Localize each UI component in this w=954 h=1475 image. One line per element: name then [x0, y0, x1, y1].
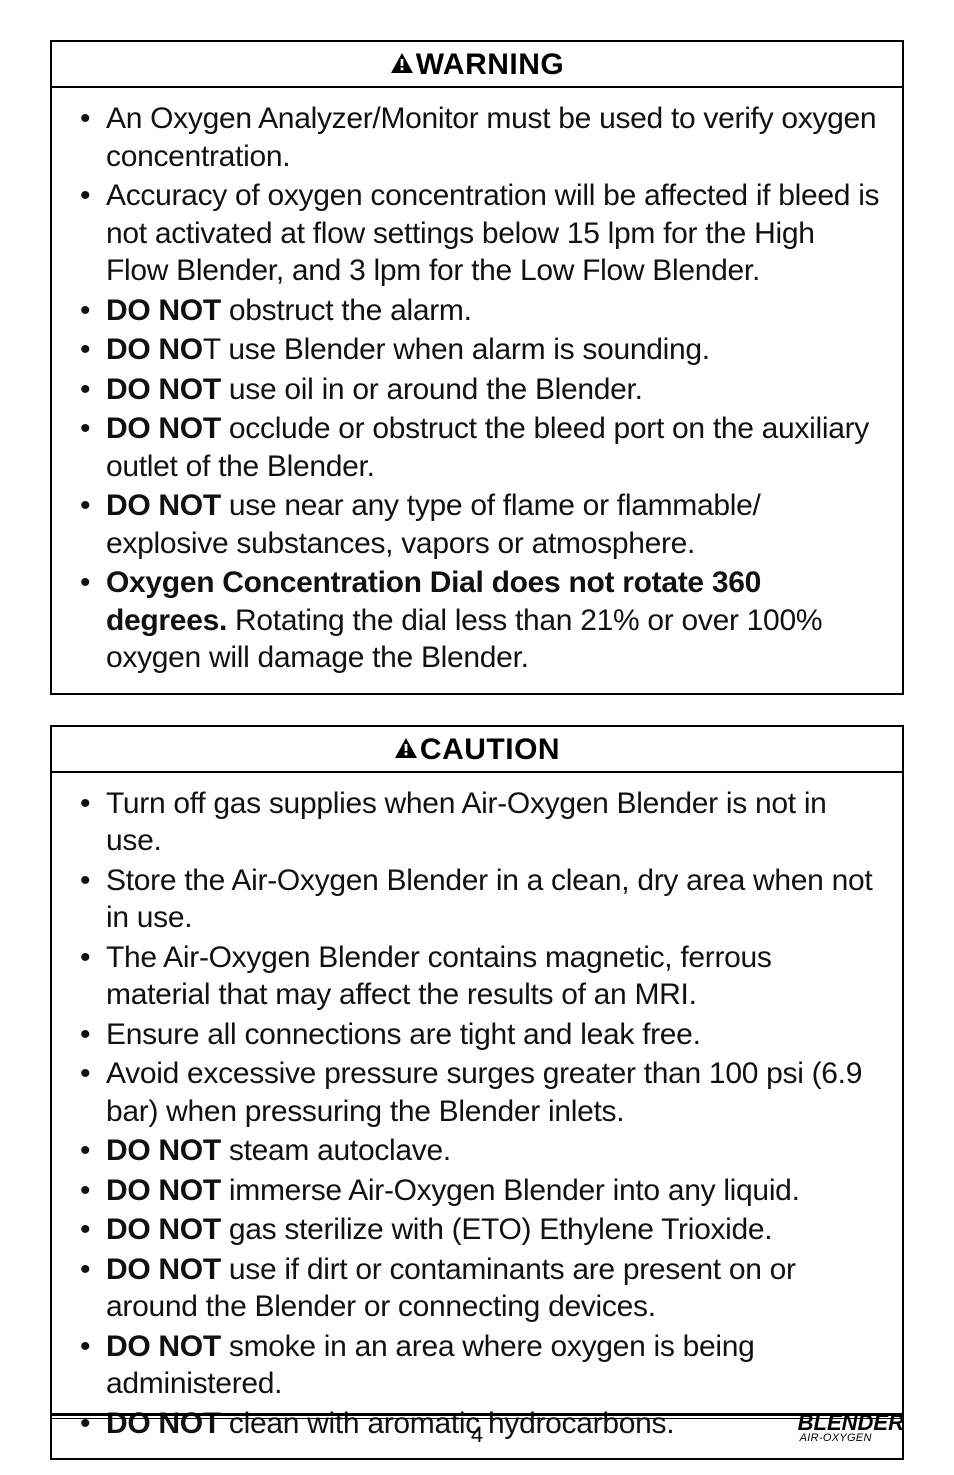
page-footer: 4 BLENDER AIR-OXYGEN [50, 1413, 904, 1445]
caution-heading-text: CAUTION [420, 733, 560, 766]
warning-heading: WARNING [52, 42, 902, 88]
list-item: Oxygen Concentration Dial does not rotat… [76, 564, 882, 677]
caution-box: CAUTION Turn off gas supplies when Air-O… [50, 725, 904, 1461]
caution-triangle-icon [394, 737, 418, 759]
list-item: Turn off gas supplies when Air-Oxygen Bl… [76, 785, 882, 860]
list-item: DO NOT use Blender when alarm is soundin… [76, 331, 882, 369]
list-item: The Air-Oxygen Blender contains magnetic… [76, 939, 882, 1014]
footer-brand: BLENDER AIR-OXYGEN [798, 1414, 904, 1443]
list-item: DO NOT use if dirt or contaminants are p… [76, 1251, 882, 1326]
warning-triangle-icon [390, 52, 414, 74]
list-item: Store the Air-Oxygen Blender in a clean,… [76, 862, 882, 937]
list-item: Avoid excessive pressure surges greater … [76, 1055, 882, 1130]
page-number: 4 [471, 1422, 483, 1448]
list-item: DO NOT immerse Air-Oxygen Blender into a… [76, 1172, 882, 1210]
caution-heading: CAUTION [52, 727, 902, 773]
warning-heading-text: WARNING [416, 48, 565, 81]
warning-list: An Oxygen Analyzer/Monitor must be used … [52, 88, 902, 693]
footer-rule-thick [50, 1413, 904, 1416]
list-item: Accuracy of oxygen concentration will be… [76, 177, 882, 290]
footer-brand-sub: AIR-OXYGEN [800, 1434, 904, 1443]
caution-list: Turn off gas supplies when Air-Oxygen Bl… [52, 773, 902, 1459]
list-item: DO NOT use near any type of flame or fla… [76, 487, 882, 562]
list-item: An Oxygen Analyzer/Monitor must be used … [76, 100, 882, 175]
warning-box: WARNING An Oxygen Analyzer/Monitor must … [50, 40, 904, 695]
list-item: DO NOT occlude or obstruct the bleed por… [76, 410, 882, 485]
list-item: DO NOT gas sterilize with (ETO) Ethylene… [76, 1211, 882, 1249]
list-item: DO NOT steam autoclave. [76, 1132, 882, 1170]
list-item: DO NOT smoke in an area where oxygen is … [76, 1328, 882, 1403]
footer-row: 4 BLENDER AIR-OXYGEN [50, 1419, 904, 1445]
list-item: DO NOT use oil in or around the Blender. [76, 371, 882, 409]
list-item: Ensure all connections are tight and lea… [76, 1016, 882, 1054]
list-item: DO NOT obstruct the alarm. [76, 292, 882, 330]
